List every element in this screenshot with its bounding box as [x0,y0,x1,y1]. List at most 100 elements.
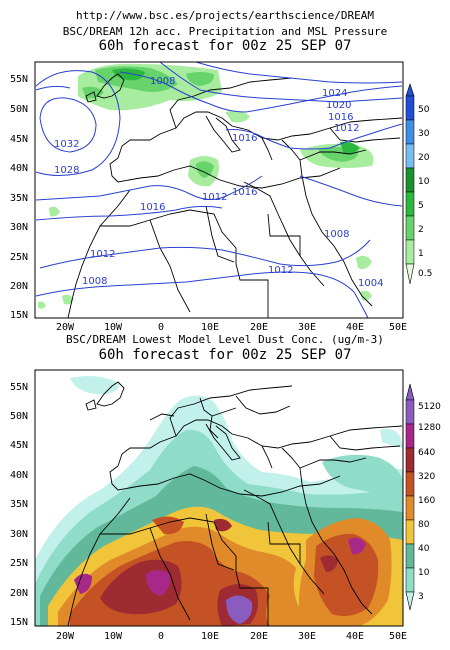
lat-tick-label: 25N [10,558,28,569]
dust-colorbar-label: 1280 [418,423,441,433]
precip-colorbar-label: 1 [418,249,424,259]
dust-colorbar-cell [405,399,415,425]
isobar-label: 1012 [90,249,115,260]
lon-tick-label: 30E [298,322,316,333]
lon-tick-label: 10E [201,322,219,333]
isobar-label: 1012 [268,265,293,276]
isobar-label: 1016 [328,112,353,123]
dust-colorbar-label: 640 [418,448,435,458]
dust-colorbar-label: 320 [418,472,435,482]
lat-tick-label: 40N [10,470,28,481]
lon-tick-label: 40E [346,631,364,642]
isobar-label: 1020 [326,100,351,111]
precip-colorbar-bottom-arrow [405,263,415,285]
isobar-label: 1012 [202,192,227,203]
source-url: http://www.bsc.es/projects/earthscience/… [75,9,374,22]
lat-tick-label: 35N [10,193,28,204]
lon-tick-label: 30E [298,631,316,642]
dust-colorbar-label: 40 [418,544,430,554]
precip-colorbar: 50 30 20 10 5 2 1 0.5 [405,83,432,285]
dust-coastlines [67,381,403,626]
precip-colorbar-cell [405,239,415,265]
lat-tick-label: 15N [10,310,28,321]
dust-colorbar: 5120 1280 640 320 160 80 40 10 3 [405,383,441,611]
isobar-label: 1028 [54,165,79,176]
isobar-label: 1008 [150,76,175,87]
precip-colorbar-top-arrow [405,83,415,97]
dust-colorbar-label: 80 [418,520,430,530]
lat-tick-label: 55N [10,74,28,85]
dust-panel-title: BSC/DREAM Lowest Model Level Dust Conc. … [66,333,384,346]
isobar-labels: 1008 1032 1028 1016 1016 1012 1016 1024 … [54,76,383,289]
lat-tick-label: 45N [10,134,28,145]
lat-tick-label: 50N [10,104,28,115]
lon-tick-label: 20E [250,631,268,642]
lon-tick-label: 0 [158,631,164,642]
dust-colorbar-cell [405,423,415,449]
dust-lat-axis: 55N 50N 45N 40N 35N 30N 25N 20N 15N [10,382,28,628]
lat-tick-label: 45N [10,440,28,451]
lon-tick-label: 20W [56,631,75,642]
precip-colorbar-label: 10 [418,177,430,187]
precip-colorbar-cell [405,143,415,169]
isobar-label: 1004 [358,278,383,289]
precip-colorbar-cell [405,167,415,193]
dust-colorbar-top-arrow [405,383,415,401]
lat-tick-label: 30N [10,529,28,540]
lat-tick-label: 55N [10,382,28,393]
precip-colorbar-cell [405,191,415,217]
precip-coastlines [67,73,403,318]
dust-colorbar-bottom-arrow [405,591,415,611]
precip-colorbar-label: 20 [418,153,430,163]
precip-shading [38,63,374,309]
dust-colorbar-cell [405,495,415,521]
dust-colorbar-cell [405,519,415,545]
lat-tick-label: 35N [10,499,28,510]
precip-colorbar-cell [405,95,415,121]
lon-tick-label: 10W [104,322,123,333]
dust-colorbar-cell [405,447,415,473]
precip-lon-axis: 20W 10W 0 10E 20E 30E 40E 50E [56,322,407,333]
isobar-label: 1032 [54,139,79,150]
precip-map: 1008 1032 1028 1016 1016 1012 1016 1024 … [34,61,404,319]
precip-colorbar-label: 50 [418,105,430,115]
precip-colorbar-cell [405,215,415,241]
isobar-label: 1016 [232,187,257,198]
isobar-label: 1008 [324,229,349,240]
isobar-label: 1008 [82,276,107,287]
dust-colorbar-cell [405,471,415,497]
isobar-label: 1016 [140,202,165,213]
dust-panel-subtitle: 60h forecast for 00z 25 SEP 07 [98,347,352,363]
precip-lat-axis: 55N 50N 45N 40N 35N 30N 25N 20N 15N [10,74,28,321]
dust-colorbar-label: 5120 [418,402,441,412]
dust-colorbar-label: 10 [418,568,430,578]
lon-tick-label: 10W [104,631,123,642]
lon-tick-label: 20E [250,322,268,333]
precip-colorbar-label: 2 [418,225,424,235]
lon-tick-label: 10E [201,631,219,642]
lat-tick-label: 30N [10,222,28,233]
isobar-label: 1024 [322,88,347,99]
lon-tick-label: 50E [389,322,407,333]
precip-panel-subtitle: 60h forecast for 00z 25 SEP 07 [98,38,352,54]
lat-tick-label: 20N [10,281,28,292]
lat-tick-label: 40N [10,163,28,174]
precip-colorbar-label: 5 [418,201,424,211]
lat-tick-label: 15N [10,617,28,628]
lat-tick-label: 50N [10,411,28,422]
precip-colorbar-label: 30 [418,129,430,139]
lat-tick-label: 20N [10,588,28,599]
lat-tick-label: 25N [10,252,28,263]
dust-colorbar-cell [405,543,415,569]
dust-colorbar-label: 160 [418,496,435,506]
precip-colorbar-label: 0.5 [418,269,432,279]
lon-tick-label: 0 [158,322,164,333]
lon-tick-label: 40E [346,322,364,333]
precip-panel-title: BSC/DREAM 12h acc. Precipitation and MSL… [62,25,388,38]
dust-colorbar-label: 3 [418,592,424,602]
isobar-label: 1016 [232,133,257,144]
precip-colorbar-cell [405,119,415,145]
dust-map [34,369,404,627]
dust-colorbar-cell [405,567,415,593]
